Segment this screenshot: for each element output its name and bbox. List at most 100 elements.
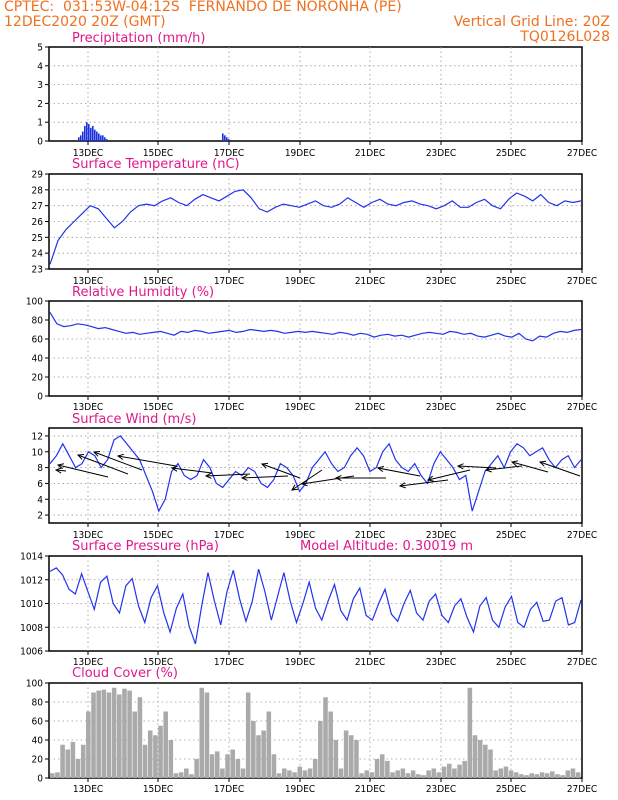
cloud-bar	[359, 773, 364, 778]
panel-title-2: Relative Humidity (%)	[72, 285, 214, 300]
cloud-bar	[436, 772, 442, 778]
x-tick-label-0-4: 21DEC	[355, 148, 385, 159]
header-grid-line: Vertical Grid Line: 20Z	[453, 14, 610, 30]
y-tick-label-2-0: 0	[37, 392, 43, 403]
y-tick-label-0-2: 2	[37, 99, 43, 110]
cloud-bar	[271, 754, 277, 778]
wind-arrow-shaft	[205, 473, 251, 477]
cloud-bar	[261, 730, 266, 778]
x-tick-label-0-3: 19DEC	[285, 148, 315, 159]
y-tick-label-3-4: 10	[32, 447, 44, 458]
precip-bar	[82, 131, 84, 141]
header-model-code: TQ0126L028	[520, 29, 610, 45]
cloud-bar	[498, 768, 504, 778]
wind-arrow-shaft	[399, 479, 449, 487]
precip-bar	[228, 139, 230, 141]
y-tick-label-2-4: 80	[32, 316, 44, 327]
wind-arrow-shaft	[301, 475, 355, 485]
cloud-bar	[446, 763, 452, 778]
wind-arrow-shaft	[291, 469, 323, 491]
cloud-bar	[266, 711, 272, 778]
header-station: CPTEC: 031:53W-04:12S FERNANDO DE NORONH…	[4, 0, 402, 15]
cloud-bar	[50, 773, 55, 778]
x-tick-label-1-7: 27DEC	[567, 276, 597, 287]
cloud-bar	[333, 740, 339, 778]
x-tick-label-5-2: 17DEC	[214, 784, 244, 795]
cloud-bar	[55, 772, 60, 778]
cloud-bar	[106, 692, 112, 778]
wind-arrow-head	[204, 472, 212, 479]
cloud-bar	[379, 754, 385, 778]
wind-arrow-head	[116, 453, 124, 460]
precip-bar	[226, 137, 228, 141]
wind-arrow-head	[300, 480, 308, 487]
series-line-4	[49, 567, 582, 645]
y-tick-label-3-0: 2	[37, 511, 43, 522]
wind-arrow-head	[538, 460, 547, 467]
wind-arrow-shaft	[539, 461, 581, 477]
cloud-bar	[426, 770, 431, 778]
cloud-bar	[483, 744, 488, 778]
cloud-bar	[276, 773, 282, 778]
cloud-bar	[318, 721, 323, 778]
series-line-1	[49, 189, 582, 265]
x-tick-label-0-5: 23DEC	[426, 148, 456, 159]
x-tick-label-3-1: 15DEC	[143, 530, 173, 541]
y-tick-label-3-5: 12	[32, 431, 43, 442]
cloud-bar	[199, 687, 205, 778]
y-tick-label-2-5: 100	[26, 297, 43, 308]
x-tick-label-5-1: 15DEC	[143, 784, 173, 795]
wind-arrow-head	[484, 466, 492, 473]
wind-arrow-head	[376, 465, 384, 472]
wind-arrow-head	[334, 474, 342, 482]
y-tick-label-5-4: 80	[32, 698, 44, 709]
cloud-bar	[560, 775, 565, 778]
cloud-bar	[256, 735, 261, 778]
precip-bar	[100, 135, 102, 141]
cloud-bar	[390, 772, 395, 778]
cloud-bar	[452, 768, 457, 778]
y-tick-label-1-6: 29	[32, 170, 44, 181]
cloud-bar	[374, 759, 380, 778]
precip-bar	[224, 135, 226, 141]
cloud-bar	[235, 759, 241, 778]
cloud-bar	[534, 774, 540, 778]
cloud-bar	[400, 768, 406, 778]
x-tick-label-1-2: 17DEC	[214, 276, 244, 287]
wind-arrow-shaft	[77, 454, 129, 475]
cloud-bar	[565, 770, 571, 778]
x-tick-label-3-4: 21DEC	[355, 530, 385, 541]
wind-arrow-head	[291, 484, 298, 491]
x-tick-label-3-2: 17DEC	[214, 530, 244, 541]
cloud-bar	[214, 751, 220, 778]
cloud-bar	[70, 741, 76, 778]
wind-arrow-head	[426, 475, 435, 482]
cloud-bar	[122, 688, 127, 778]
panel-title-4: Surface Pressure (hPa)	[72, 539, 219, 554]
cloud-bar	[111, 687, 117, 778]
x-tick-label-1-6: 25DEC	[496, 276, 526, 287]
cloud-bar	[297, 766, 303, 778]
cloud-bar	[132, 711, 138, 778]
y-tick-label-0-3: 3	[37, 80, 43, 91]
x-tick-label-4-0: 13DEC	[73, 657, 103, 668]
y-tick-label-3-1: 4	[37, 495, 43, 506]
x-tick-label-4-3: 19DEC	[285, 657, 315, 668]
wind-arrow-shaft	[57, 464, 109, 478]
wind-arrow-shaft	[241, 475, 289, 479]
cloud-bar	[86, 711, 91, 778]
y-tick-label-4-4: 1014	[20, 552, 43, 563]
panel-title-3: Surface Wind (m/s)	[72, 412, 196, 427]
y-tick-label-1-2: 25	[32, 233, 43, 244]
cloud-bar	[349, 735, 354, 778]
cloud-bar	[168, 740, 174, 778]
cloud-bar	[220, 768, 225, 778]
x-tick-label-1-1: 15DEC	[143, 276, 173, 287]
cloud-bar	[354, 740, 359, 778]
x-tick-label-2-6: 25DEC	[496, 402, 526, 413]
precip-bar	[96, 131, 98, 141]
x-tick-label-2-7: 27DEC	[567, 402, 597, 413]
cloud-bar	[245, 692, 251, 778]
wind-arrow-shaft	[511, 461, 549, 473]
